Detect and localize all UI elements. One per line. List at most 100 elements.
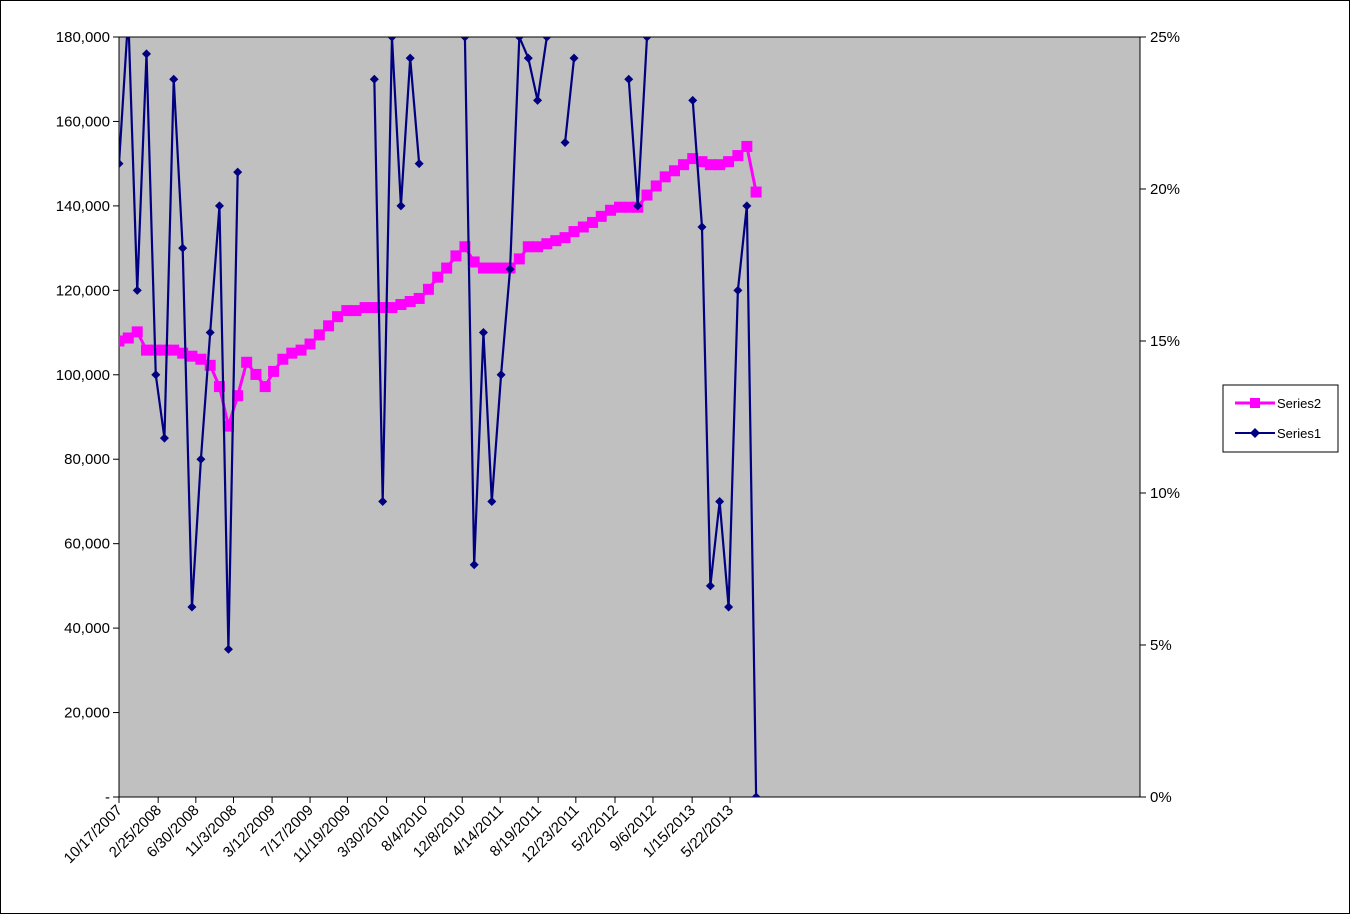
y-tick-label: 160,000 <box>56 113 110 130</box>
data-point <box>414 159 424 169</box>
data-point <box>259 381 271 393</box>
data-point <box>477 262 489 274</box>
data-point <box>659 171 671 183</box>
y2-tick-label: 15% <box>1150 333 1180 350</box>
legend <box>1222 384 1339 453</box>
data-point <box>668 165 680 177</box>
data-point <box>741 140 753 152</box>
y-tick-label: 120,000 <box>56 282 110 299</box>
legend-marker <box>1250 398 1260 408</box>
data-point <box>487 496 497 506</box>
data-point <box>750 186 762 198</box>
data-point <box>341 305 353 317</box>
series-line <box>119 37 758 797</box>
data-point <box>313 329 325 341</box>
data-point <box>513 253 525 265</box>
data-point <box>595 210 607 222</box>
data-point <box>569 53 579 63</box>
data-point <box>323 320 335 332</box>
y-tick-label: 80,000 <box>64 451 110 468</box>
legend-label: Series1 <box>1277 426 1321 441</box>
data-point <box>468 256 480 268</box>
data-point <box>705 581 715 591</box>
plot-area <box>118 36 1141 798</box>
data-point <box>624 74 634 84</box>
y-tick-label: 180,000 <box>56 29 110 46</box>
y2-tick-label: 5% <box>1150 637 1172 654</box>
y-tick-label: 140,000 <box>56 198 110 215</box>
y2-tick-label: 10% <box>1150 485 1180 502</box>
data-point <box>505 264 515 274</box>
data-point <box>195 353 207 365</box>
data-point <box>568 226 580 238</box>
legend-marker <box>1250 428 1260 438</box>
data-point <box>413 292 425 304</box>
data-point <box>205 328 215 338</box>
y2-tick-label: 25% <box>1150 29 1180 46</box>
data-point <box>677 159 689 171</box>
data-point <box>223 644 233 654</box>
data-point <box>168 344 180 356</box>
data-point <box>514 37 524 42</box>
data-point <box>587 216 599 228</box>
y2-tick-label: 0% <box>1150 789 1172 806</box>
data-point <box>395 299 407 311</box>
data-point <box>250 368 262 380</box>
data-point <box>732 150 744 162</box>
data-point <box>559 232 571 244</box>
data-point <box>633 201 643 211</box>
data-point <box>187 602 197 612</box>
y-tick-label: 100,000 <box>56 367 110 384</box>
data-point <box>613 201 625 213</box>
data-point <box>496 370 506 380</box>
data-point <box>523 53 533 63</box>
data-point <box>132 285 142 295</box>
data-point <box>151 370 161 380</box>
data-point <box>386 302 398 314</box>
data-point <box>605 204 617 216</box>
data-point <box>687 153 699 165</box>
data-point <box>623 201 635 213</box>
data-point <box>696 156 708 168</box>
data-point <box>232 390 244 402</box>
data-point <box>541 238 553 250</box>
data-point <box>460 37 470 42</box>
data-point <box>268 365 280 377</box>
data-point <box>233 167 243 177</box>
data-point <box>532 241 544 253</box>
data-point <box>387 37 397 42</box>
data-point <box>441 262 453 274</box>
data-point <box>141 344 153 356</box>
data-point <box>119 159 124 169</box>
data-point <box>704 159 716 171</box>
data-point <box>405 53 415 63</box>
data-point <box>751 792 761 797</box>
data-point <box>378 496 388 506</box>
data-point <box>478 328 488 338</box>
data-point <box>550 235 562 247</box>
data-point <box>131 326 143 338</box>
data-point <box>715 496 725 506</box>
y2-tick-label: 20% <box>1150 181 1180 198</box>
data-point <box>533 95 543 105</box>
data-point <box>277 353 289 365</box>
plot-series <box>119 37 762 797</box>
data-point <box>450 250 462 262</box>
data-point <box>641 189 653 201</box>
data-point <box>742 201 752 211</box>
data-point <box>241 356 253 368</box>
data-point <box>295 344 307 356</box>
data-point <box>733 285 743 295</box>
data-point <box>650 180 662 192</box>
data-point <box>159 433 169 443</box>
data-point <box>714 159 726 171</box>
data-point <box>723 156 735 168</box>
data-point <box>642 37 652 42</box>
data-point <box>286 347 298 359</box>
data-point <box>577 221 589 233</box>
data-point <box>542 37 552 42</box>
data-point <box>688 95 698 105</box>
data-point <box>169 74 179 84</box>
